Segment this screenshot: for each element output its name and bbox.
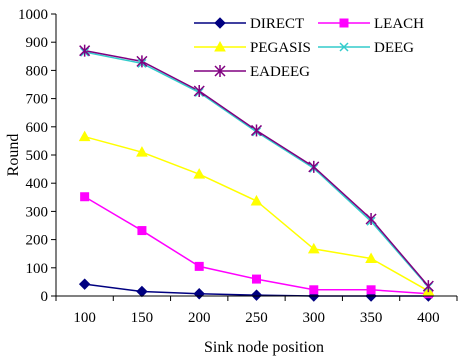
data-point-direct (78, 278, 91, 290)
y-tick-label: 800 (26, 63, 49, 79)
y-axis-title: Round (5, 134, 22, 177)
data-point-eadeeg (79, 44, 91, 57)
data-point-pegasis (136, 146, 148, 157)
data-point-leach (137, 226, 147, 236)
y-tick-label: 200 (26, 233, 49, 249)
legend-marker (214, 40, 226, 52)
x-tick-label: 350 (360, 310, 383, 326)
x-tick-label: 100 (73, 310, 96, 326)
data-point-eadeeg (136, 55, 148, 68)
y-tick-label: 1000 (18, 7, 48, 23)
series-markers (78, 44, 435, 302)
series-lines (84, 49, 429, 297)
legend-item-deeg: DEEG (318, 40, 414, 56)
legend-label: LEACH (374, 16, 424, 32)
y-tick-label: 100 (26, 261, 49, 277)
data-point-leach (80, 192, 90, 202)
data-point-direct (193, 288, 205, 300)
x-tick-label: 300 (303, 310, 326, 326)
legend-label: PEGASIS (250, 40, 311, 56)
data-point-eadeeg (193, 84, 205, 97)
y-tick-label: 300 (26, 204, 49, 220)
data-point-eadeeg (365, 213, 377, 226)
x-tick-label: 200 (188, 310, 211, 326)
data-point-pegasis (193, 168, 206, 179)
legend-item-eadeeg: EADEEG (194, 64, 310, 80)
x-tick-label: 250 (245, 310, 268, 326)
series-line-eadeeg (84, 49, 429, 287)
y-tick-label: 500 (26, 148, 49, 164)
x-tick-label: 400 (417, 310, 440, 326)
series-line-pegasis (84, 135, 429, 292)
data-point-leach (252, 274, 261, 284)
data-point-pegasis (307, 242, 320, 254)
legend-item-pegasis: PEGASIS (194, 40, 311, 56)
legend-marker (214, 17, 226, 29)
legend-marker (214, 65, 226, 77)
data-point-pegasis (365, 252, 377, 263)
data-point-eadeeg (308, 160, 320, 173)
data-point-eadeeg (422, 280, 434, 293)
axes (51, 13, 458, 301)
x-axis-title: Sink node position (204, 339, 324, 356)
data-point-direct (136, 285, 148, 298)
legend-label: DEEG (374, 40, 414, 56)
data-point-leach (194, 261, 204, 271)
legend-item-direct: DIRECT (194, 16, 304, 32)
legend-label: DIRECT (250, 16, 304, 32)
data-point-pegasis (78, 130, 91, 142)
tick-labels: 0 100 200 300 400 500 600 700 800 900 1000 100 150 20… (18, 7, 440, 326)
x-tick-label: 150 (131, 310, 154, 326)
data-point-pegasis (250, 194, 263, 206)
y-tick-label: 0 (41, 289, 49, 305)
legend-marker (339, 18, 349, 28)
legend-marker (339, 42, 349, 52)
y-tick-label: 400 (26, 176, 49, 192)
legend: DIRECT LEACH PEGASIS DEEG EADEEG (194, 16, 424, 80)
data-point-eadeeg (250, 124, 263, 137)
y-tick-label: 600 (26, 120, 49, 136)
data-point-leach (366, 285, 376, 295)
data-point-direct (250, 289, 263, 301)
series-line-deeg (84, 51, 429, 288)
y-tick-label: 900 (26, 35, 49, 51)
legend-label: EADEEG (250, 64, 310, 80)
data-point-leach (309, 285, 319, 295)
y-tick-label: 700 (26, 92, 49, 108)
legend-item-leach: LEACH (318, 16, 424, 32)
